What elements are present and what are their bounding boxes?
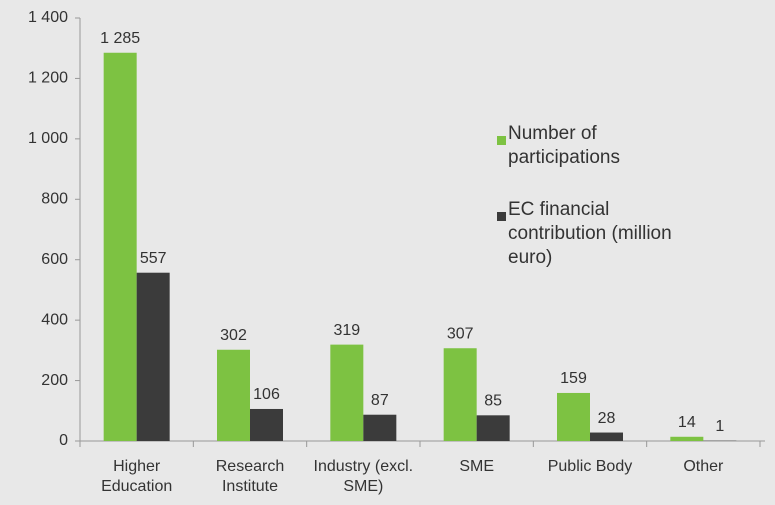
y-tick-label: 400 xyxy=(41,311,68,328)
x-tick-label: Industry (excl. SME) xyxy=(313,458,414,495)
bar xyxy=(557,392,590,441)
x-tick-label: SME xyxy=(459,458,494,475)
data-label: 307 xyxy=(447,325,474,342)
bar xyxy=(136,272,170,441)
data-label: 28 xyxy=(598,410,616,427)
bar xyxy=(250,408,283,441)
data-label: 319 xyxy=(333,322,360,339)
data-label: 302 xyxy=(220,327,247,344)
bar xyxy=(670,436,704,441)
y-tick-label: 600 xyxy=(41,251,68,268)
legend-swatch xyxy=(497,136,506,145)
bar xyxy=(217,349,250,441)
legend-swatch xyxy=(497,212,506,221)
y-tick-label: 1 200 xyxy=(28,70,68,87)
bar xyxy=(103,52,137,441)
data-label: 557 xyxy=(140,250,167,267)
data-label: 106 xyxy=(253,386,280,403)
legend-label: Number of participations xyxy=(508,123,620,168)
y-tick-label: 1 400 xyxy=(28,9,68,26)
y-tick-label: 0 xyxy=(59,432,68,449)
data-label: 1 285 xyxy=(100,30,140,47)
bar xyxy=(443,348,477,441)
data-label: 1 xyxy=(715,418,724,435)
data-label: 159 xyxy=(560,370,587,387)
data-label: 87 xyxy=(371,392,389,409)
x-tick-label: Research Institute xyxy=(215,458,285,495)
y-tick-label: 200 xyxy=(41,372,68,389)
bar xyxy=(330,344,364,441)
y-tick-label: 1 000 xyxy=(28,130,68,147)
x-tick-label: Other xyxy=(683,458,724,475)
x-tick-label: Public Body xyxy=(547,458,633,475)
legend-label: EC financial contribution (million euro) xyxy=(508,199,672,268)
bar xyxy=(476,415,510,441)
x-tick-label: Higher Education xyxy=(101,458,173,495)
data-label: 14 xyxy=(678,414,696,431)
data-label: 85 xyxy=(484,393,502,410)
y-tick-label: 800 xyxy=(41,191,68,208)
bar xyxy=(363,414,397,441)
bar xyxy=(590,432,623,441)
